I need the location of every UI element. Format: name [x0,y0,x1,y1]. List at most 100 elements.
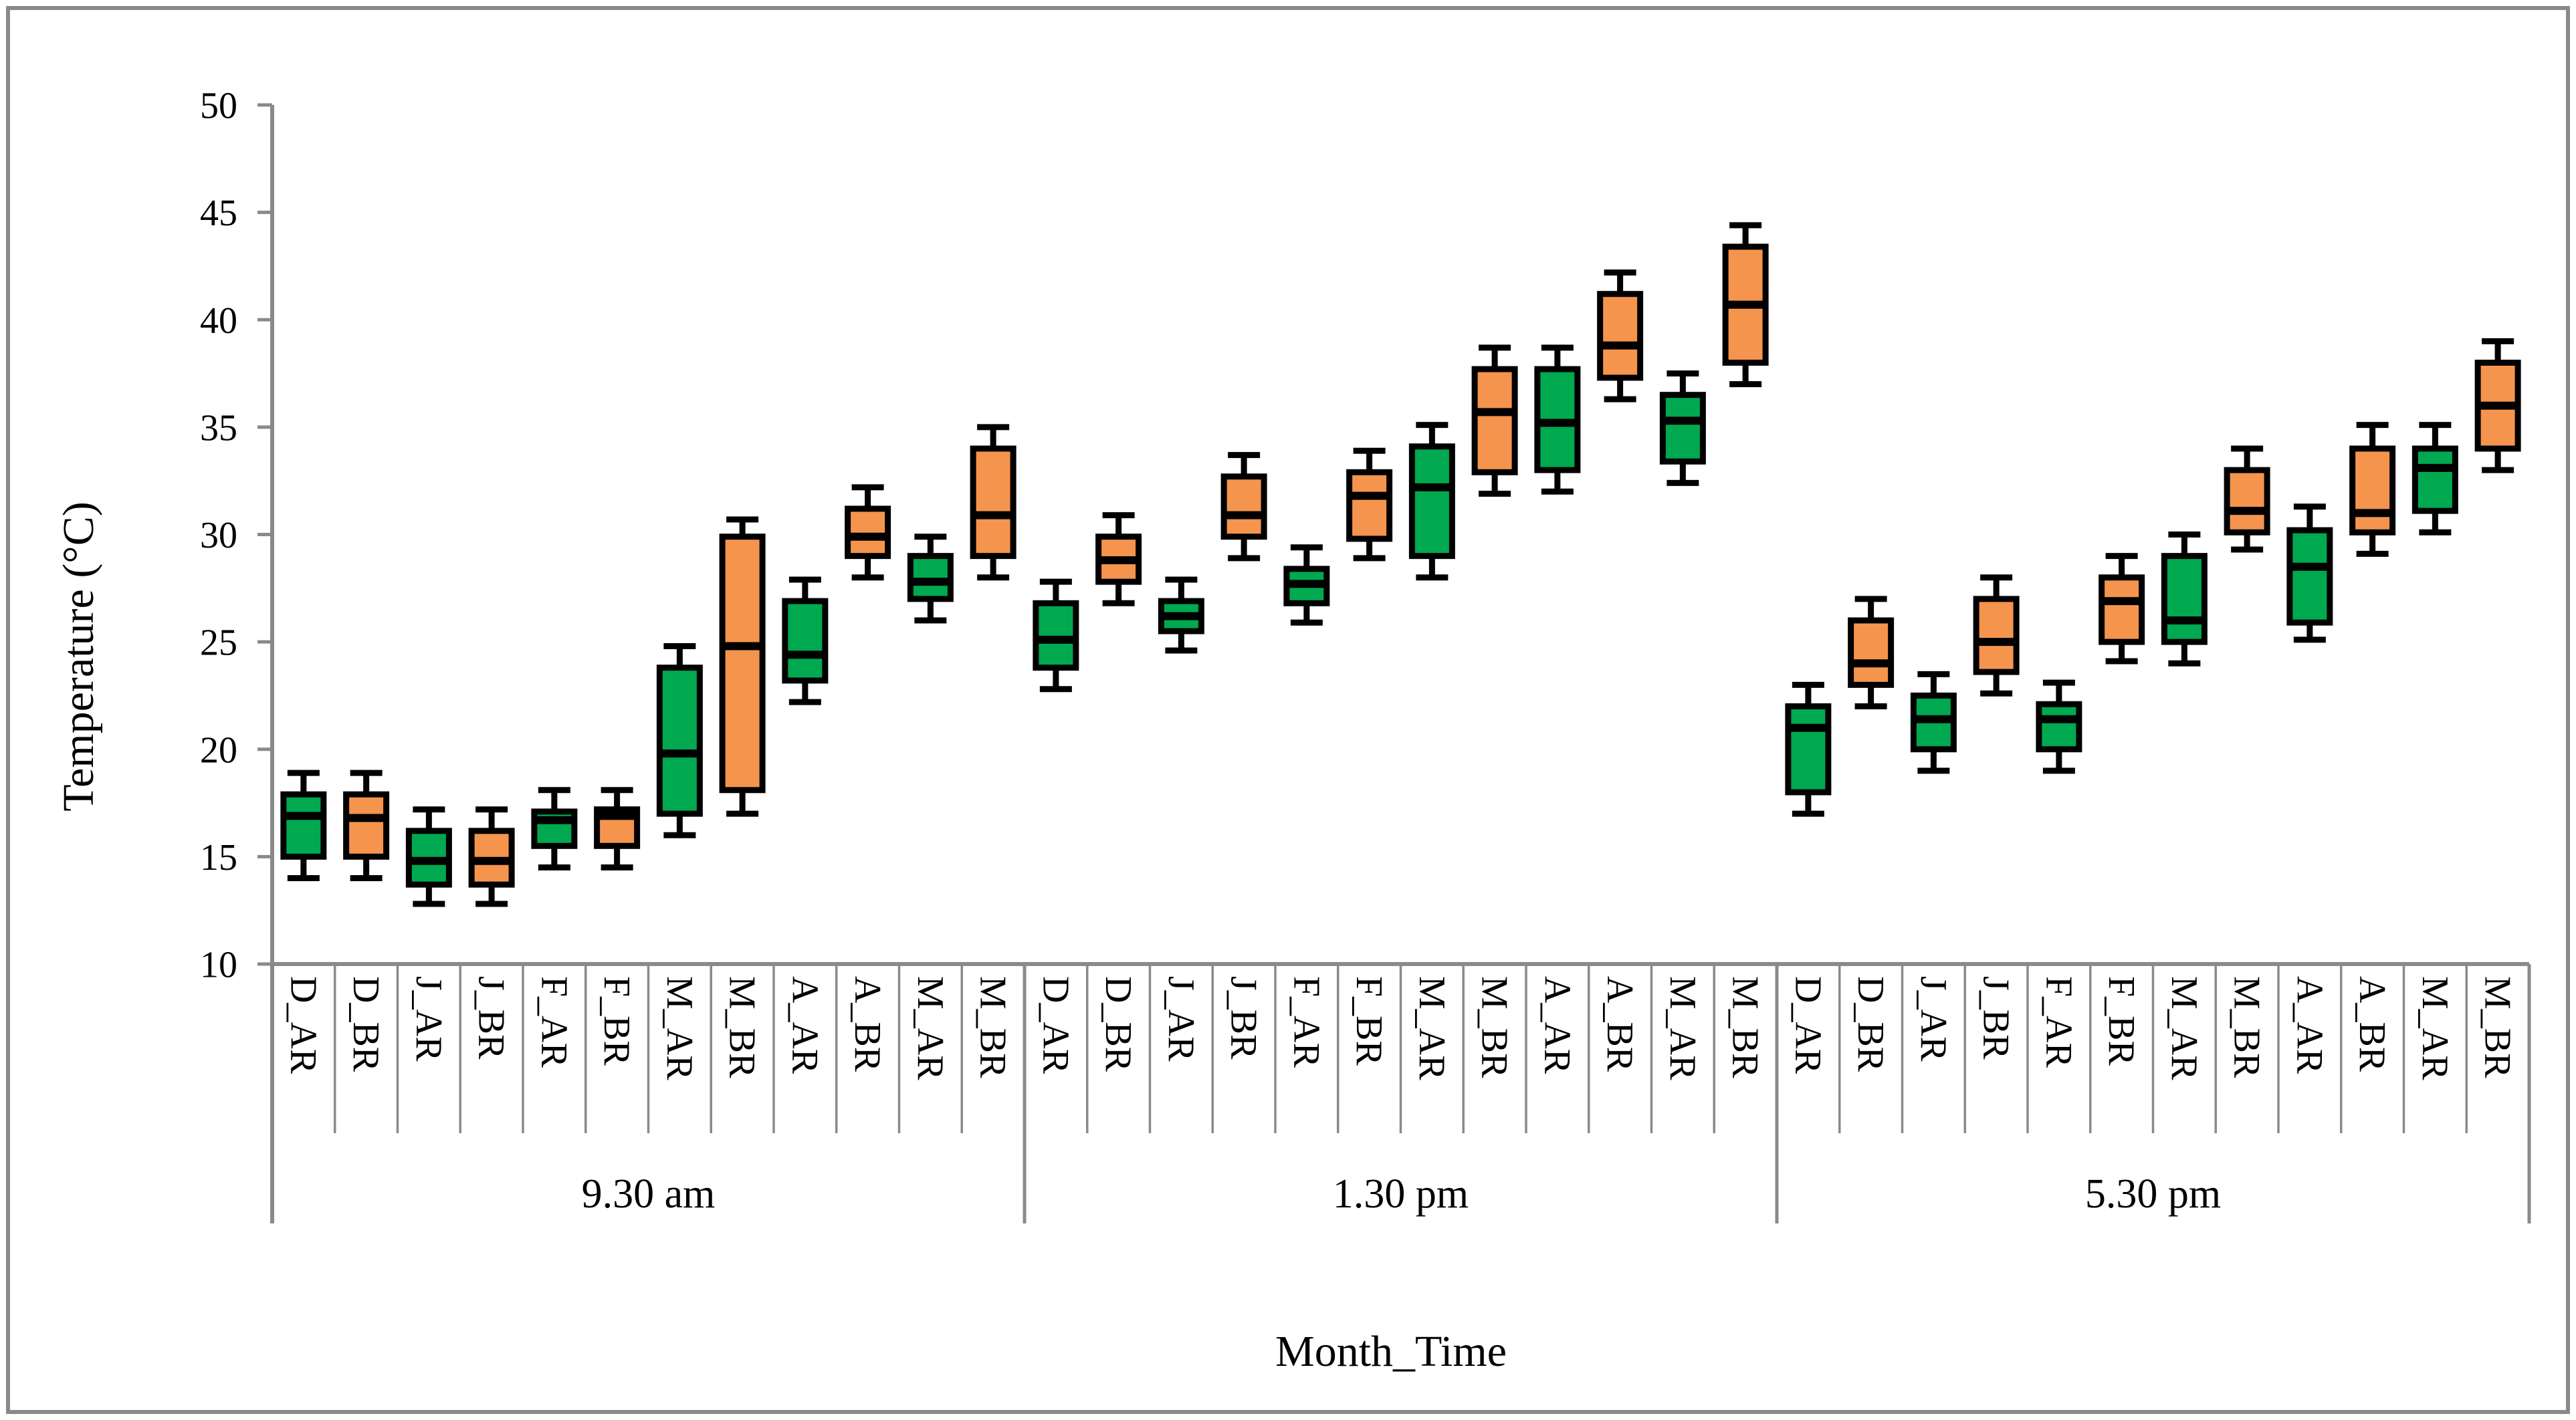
boxplot-D_AR-g3 [1785,681,1832,817]
figure-border [6,6,2570,1414]
x-category-label-J_AR-g3: J_AR [1913,976,1954,1062]
boxplot-F_BR-g3 [2099,553,2145,665]
x-category-label-J_AR-g2: J_AR [1160,976,1202,1062]
x-axis-title: Month_Time [1275,1327,1507,1376]
x-category-label-J_AR-g1: J_AR [408,976,449,1062]
x-category-label-F_BR-g1: F_BR [596,976,637,1066]
x-category-label-M_AR-g3: M_AR [2414,976,2456,1080]
box-iqr [2099,574,2145,645]
x-category-label-A_AR-g2: A_AR [1536,976,1578,1074]
y-tick-label-40: 40 [200,300,237,342]
boxplot-D_BR-g3 [1848,596,1895,709]
boxplot-A_AR-g2 [1534,344,1581,495]
box-iqr [656,665,703,817]
x-category-label-M_BR-g2: M_BR [1474,976,1515,1078]
boxplot-D_AR-g2 [1033,578,1079,693]
boxplot-A_AR-g1 [782,576,829,705]
boxplot-M_AR-g1 [656,643,703,838]
boxplot-A_AR-g3 [2286,503,2333,643]
box-iqr [1033,600,1079,671]
boxplot-J_AR-g1 [405,806,452,907]
box-iqr [1471,366,1518,475]
y-tick-label-20: 20 [200,729,237,771]
x-category-label-D_BR-g1: D_BR [345,976,387,1072]
x-category-label-F_AR-g3: F_AR [2038,976,2079,1068]
boxplot-F_AR-g3 [2036,679,2082,774]
x-category-label-M_AR-g2: M_AR [1662,976,1703,1080]
x-category-label-D_AR-g2: D_AR [1035,976,1076,1074]
x-category-label-M_BR-g1: M_BR [722,976,763,1078]
box-iqr [2161,553,2208,645]
boxplot-A_BR-g1 [845,484,891,581]
boxplot-M_BR-g3 [2474,338,2521,473]
box-iqr [719,534,766,794]
x-category-label-A_AR-g1: A_AR [784,976,825,1074]
boxplot-M_AR-g3 [2411,422,2458,536]
boxplot-M_AR-g3 [2161,531,2208,667]
x-category-label-D_AR-g3: D_AR [1787,976,1828,1074]
boxplot-M_AR-g2 [1408,422,1455,581]
x-category-label-F_AR-g2: F_AR [1285,976,1327,1068]
boxplot-M_BR-g1 [719,516,766,817]
x-category-label-J_BR-g1: J_BR [471,976,512,1060]
box-iqr [1659,392,1706,465]
group-label-130pm: 1.30 pm [1333,1171,1469,1217]
x-category-label-A_AR-g3: A_AR [2288,976,2330,1074]
boxplot-M_AR-g1 [907,534,954,624]
boxplot-F_BR-g2 [1346,447,1393,562]
boxplot-D_BR-g2 [1095,512,1142,606]
y-axis-title: Temperature (°C) [54,501,103,812]
group-label-530pm: 5.30 pm [2085,1171,2221,1217]
x-category-label-D_BR-g3: D_BR [1850,976,1891,1072]
box-iqr [2286,527,2333,626]
box-iqr [2411,445,2458,514]
boxplot-M_BR-g1 [970,424,1016,581]
box-iqr [2224,467,2270,536]
boxplot-M_BR-g2 [1722,222,1769,388]
y-tick-label-10: 10 [200,945,237,986]
box-iqr [907,553,954,602]
box-iqr [782,598,829,684]
x-category-label-F_BR-g3: F_BR [2101,976,2142,1066]
box-iqr [1220,473,1267,540]
x-category-label-M_AR-g3: M_AR [2163,976,2205,1080]
x-category-label-M_BR-g3: M_BR [2477,976,2518,1078]
x-category-label-D_AR-g1: D_AR [282,976,324,1074]
y-tick-label-30: 30 [200,515,237,556]
x-category-label-A_BR-g1: A_BR [847,976,888,1072]
x-category-label-J_BR-g3: J_BR [1975,976,2017,1060]
y-tick-label-50: 50 [200,86,237,127]
boxplot-M_BR-g3 [2224,445,2270,553]
box-iqr [343,791,390,860]
box-iqr [1785,703,1832,796]
x-category-label-M_BR-g1: M_BR [972,976,1014,1078]
y-tick-label-15: 15 [200,837,237,878]
boxplot-J_BR-g2 [1220,452,1267,562]
x-category-label-A_BR-g3: A_BR [2351,976,2393,1072]
group-label-930am: 9.30 am [582,1171,716,1217]
boxplot-D_AR-g1 [280,770,327,881]
box-iqr [2036,701,2082,753]
boxplot-J_AR-g2 [1158,576,1204,654]
boxplot-J_BR-g3 [1973,574,2020,697]
box-iqr [1408,443,1455,560]
boxplot-A_BR-g3 [2349,422,2396,557]
x-category-label-J_BR-g2: J_BR [1223,976,1265,1060]
box-iqr [2349,445,2396,536]
boxplot-D_BR-g1 [343,770,390,881]
x-category-label-M_AR-g1: M_AR [659,976,700,1080]
x-category-label-M_BR-g2: M_BR [1725,976,1766,1078]
x-category-label-M_AR-g2: M_AR [1411,976,1453,1080]
x-category-label-M_BR-g3: M_BR [2226,976,2268,1078]
boxplot-M_BR-g2 [1471,344,1518,497]
box-iqr [970,445,1016,560]
x-category-label-F_BR-g2: F_BR [1348,976,1390,1066]
box-iqr [1973,596,2020,675]
y-tick-label-35: 35 [200,407,237,449]
boxplot-M_AR-g2 [1659,370,1706,486]
x-category-label-M_AR-g1: M_AR [909,976,951,1080]
x-category-label-A_BR-g2: A_BR [1599,976,1640,1072]
boxplot-F_BR-g1 [594,787,641,870]
